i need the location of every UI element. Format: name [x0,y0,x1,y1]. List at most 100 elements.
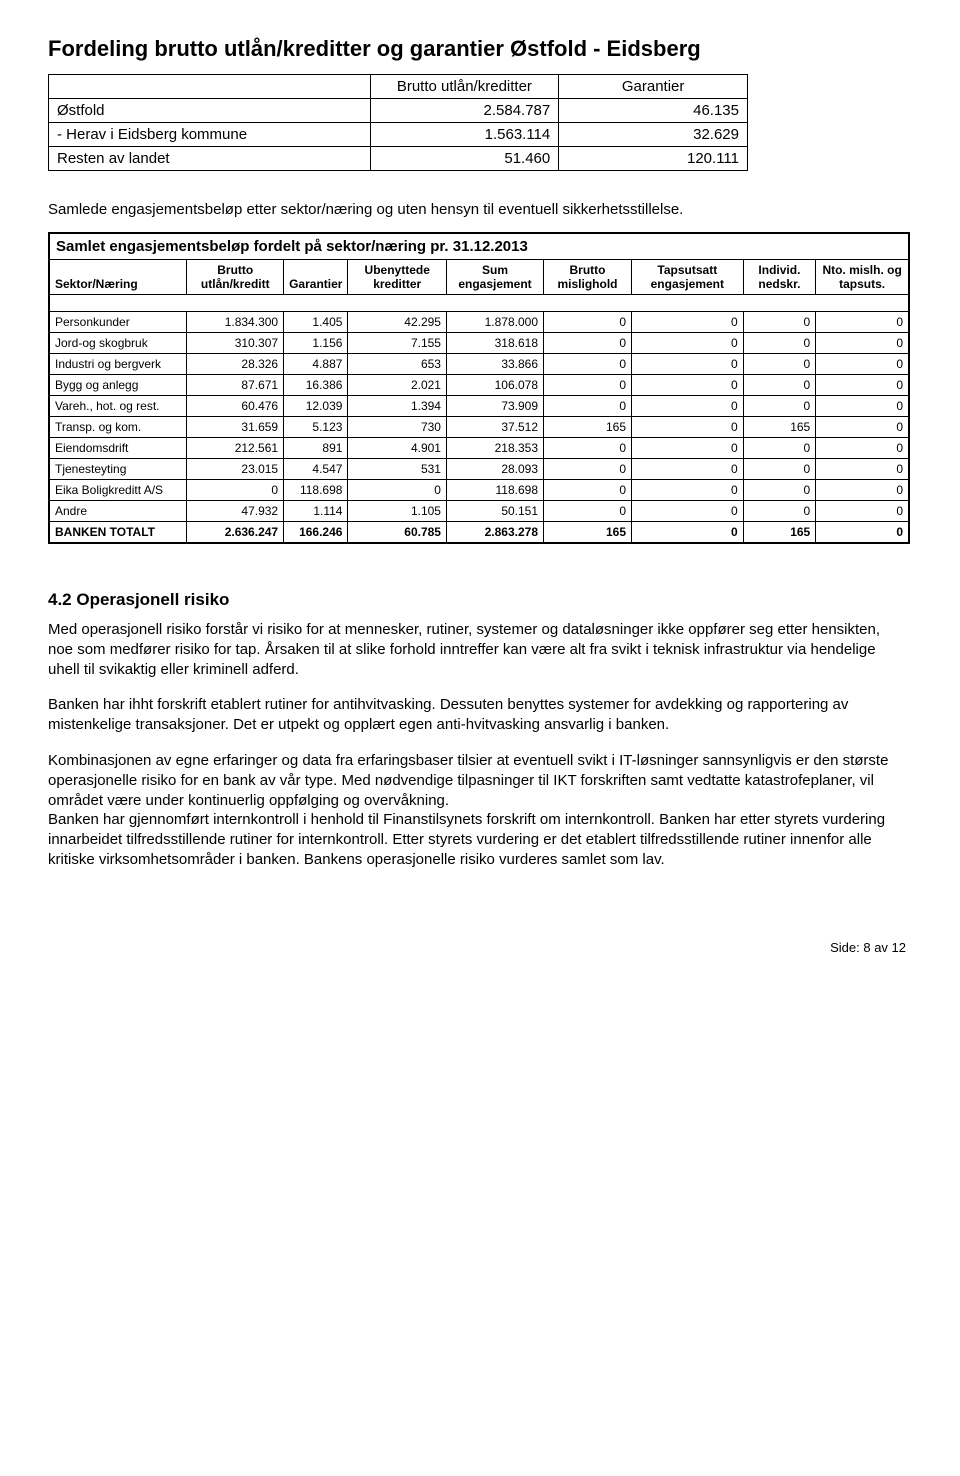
eng-row-val: 0 [743,459,816,480]
eng-row-val: 0 [348,480,447,501]
eng-row-val: 891 [284,438,348,459]
eng-row-label: Eiendomsdrift [50,438,187,459]
table-row: Transp. og kom.31.6595.12373037.51216501… [50,417,909,438]
eng-row-val: 0 [743,438,816,459]
page-title: Fordeling brutto utlån/kreditter og gara… [48,36,912,62]
eng-total-val: 2.863.278 [446,522,543,543]
eng-row-val: 0 [544,375,632,396]
eng-total-label: BANKEN TOTALT [50,522,187,543]
eng-row-val: 2.021 [348,375,447,396]
eng-row-val: 106.078 [446,375,543,396]
eng-row-val: 31.659 [187,417,284,438]
table-row: Personkunder1.834.3001.40542.2951.878.00… [50,312,909,333]
eng-row-val: 1.156 [284,333,348,354]
region-val: 46.135 [559,99,748,123]
eng-row-val: 0 [743,501,816,522]
eng-row-val: 0 [544,438,632,459]
eng-row-val: 23.015 [187,459,284,480]
eng-row-val: 730 [348,417,447,438]
region-val: 51.460 [370,147,559,171]
body-paragraph: Med operasjonell risiko forstår vi risik… [48,620,908,679]
eng-row-val: 0 [816,312,909,333]
table-row: Bygg og anlegg87.67116.3862.021106.07800… [50,375,909,396]
eng-row-val: 318.618 [446,333,543,354]
eng-row-val: 0 [816,375,909,396]
table-row: Østfold 2.584.787 46.135 [49,99,748,123]
table-total-row: BANKEN TOTALT2.636.247166.24660.7852.863… [50,522,909,543]
eng-total-val: 0 [632,522,744,543]
page-footer: Side: 8 av 12 [48,940,912,955]
eng-row-val: 0 [816,354,909,375]
table-row: Eiendomsdrift212.5618914.901218.3530000 [50,438,909,459]
eng-row-val: 12.039 [284,396,348,417]
eng-row-val: 16.386 [284,375,348,396]
eng-row-val: 310.307 [187,333,284,354]
eng-row-val: 0 [816,396,909,417]
region-label: - Herav i Eidsberg kommune [49,123,371,147]
eng-row-val: 0 [816,480,909,501]
eng-row-val: 0 [743,480,816,501]
region-val: 32.629 [559,123,748,147]
eng-row-val: 0 [816,417,909,438]
eng-row-label: Transp. og kom. [50,417,187,438]
eng-row-val: 0 [632,459,744,480]
eng-row-val: 4.547 [284,459,348,480]
eng-row-val: 0 [544,354,632,375]
eng-row-val: 0 [743,375,816,396]
eng-row-val: 165 [544,417,632,438]
eng-row-val: 73.909 [446,396,543,417]
eng-total-val: 166.246 [284,522,348,543]
eng-col-8: Nto. mislh. og tapsuts. [816,260,909,295]
body-paragraph: Kombinasjonen av egne erfaringer og data… [48,751,908,870]
eng-row-label: Bygg og anlegg [50,375,187,396]
region-val: 120.111 [559,147,748,171]
eng-row-val: 0 [544,312,632,333]
eng-row-val: 0 [816,459,909,480]
eng-row-val: 0 [816,333,909,354]
engagement-block: Samlet engasjementsbeløp fordelt på sekt… [48,232,910,544]
eng-row-val: 118.698 [284,480,348,501]
eng-row-val: 0 [187,480,284,501]
eng-col-1: Brutto utlån/kreditt [187,260,284,295]
eng-row-val: 0 [544,480,632,501]
eng-row-val: 0 [632,375,744,396]
eng-col-7: Individ. nedskr. [743,260,816,295]
eng-row-val: 0 [632,501,744,522]
eng-row-val: 0 [544,396,632,417]
eng-row-val: 42.295 [348,312,447,333]
eng-row-val: 0 [632,396,744,417]
region-table: Brutto utlån/kreditter Garantier Østfold… [48,74,748,171]
eng-col-4: Sum engasjement [446,260,543,295]
eng-col-6: Tapsutsatt engasjement [632,260,744,295]
eng-row-val: 4.901 [348,438,447,459]
eng-row-val: 0 [632,417,744,438]
region-col-2: Garantier [559,75,748,99]
engagement-table: Sektor/Næring Brutto utlån/kreditt Garan… [49,259,909,543]
eng-row-val: 0 [544,333,632,354]
table-row: - Herav i Eidsberg kommune 1.563.114 32.… [49,123,748,147]
eng-row-val: 87.671 [187,375,284,396]
eng-col-2: Garantier [284,260,348,295]
eng-row-val: 1.394 [348,396,447,417]
eng-col-3: Ubenyttede kreditter [348,260,447,295]
engagement-heading: Samlet engasjementsbeløp fordelt på sekt… [49,233,909,259]
eng-row-val: 1.878.000 [446,312,543,333]
eng-total-val: 60.785 [348,522,447,543]
eng-row-val: 1.105 [348,501,447,522]
eng-row-label: Industri og bergverk [50,354,187,375]
eng-row-label: Jord-og skogbruk [50,333,187,354]
eng-row-val: 531 [348,459,447,480]
table-row: Jord-og skogbruk310.3071.1567.155318.618… [50,333,909,354]
eng-row-val: 47.932 [187,501,284,522]
eng-col-0: Sektor/Næring [50,260,187,295]
eng-row-val: 0 [743,354,816,375]
eng-row-label: Tjenesteyting [50,459,187,480]
eng-row-val: 50.151 [446,501,543,522]
eng-row-val: 165 [743,417,816,438]
eng-row-label: Andre [50,501,187,522]
eng-row-val: 33.866 [446,354,543,375]
eng-row-label: Vareh., hot. og rest. [50,396,187,417]
eng-row-val: 28.093 [446,459,543,480]
table-row: Eika Boligkreditt A/S0118.6980118.698000… [50,480,909,501]
eng-row-val: 0 [743,312,816,333]
